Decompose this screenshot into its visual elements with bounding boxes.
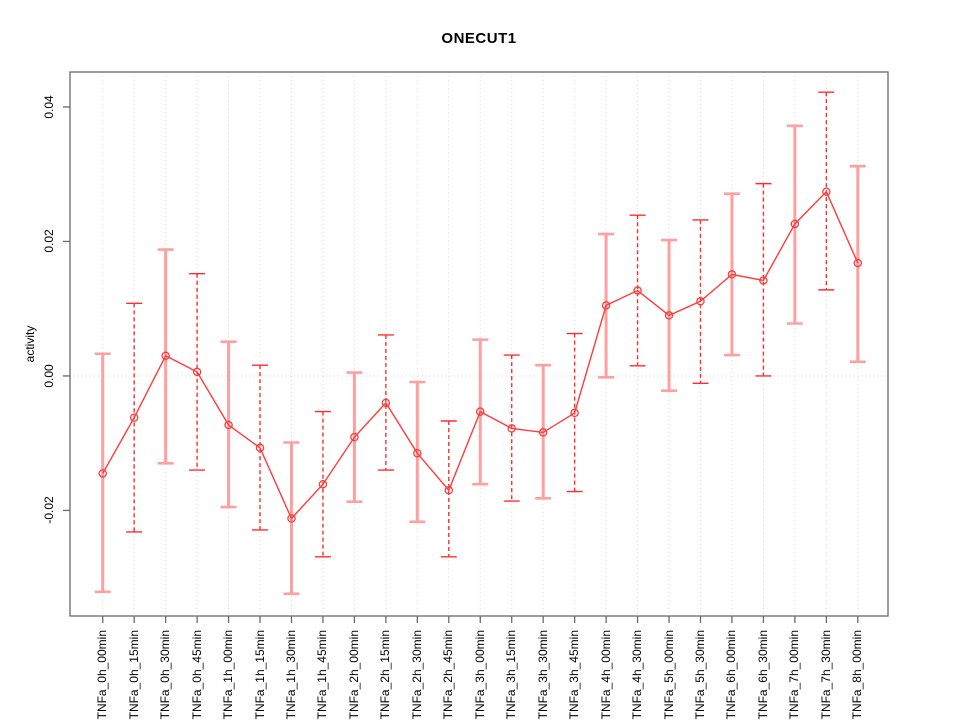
data-point [633, 286, 642, 295]
x-tick-label: TNFa_2h_15min [378, 630, 393, 720]
x-tick-label: TNFa_3h_30min [535, 630, 550, 720]
y-tick-label: -0.02 [42, 496, 56, 525]
data-point [601, 301, 611, 310]
data-point [664, 311, 674, 320]
data-point [570, 408, 579, 418]
x-tick-label: TNFa_2h_45min [441, 630, 456, 720]
x-tick-label: TNFa_6h_30min [755, 630, 770, 720]
data-point [350, 432, 359, 442]
axis-ticks [63, 106, 859, 623]
x-tick-label: TNFa_6h_00min [724, 630, 739, 720]
x-tick-label: TNFa_0h_45min [189, 630, 204, 720]
data-point [444, 486, 454, 495]
x-tick-label: TNFa_1h_45min [315, 630, 330, 720]
data-point [696, 297, 705, 306]
x-tick-label: TNFa_3h_00min [472, 630, 487, 720]
data-point [476, 407, 485, 416]
x-tick-label: TNFa_7h_30min [818, 630, 833, 720]
data-point [790, 219, 800, 229]
y-tick-label: 0.02 [42, 229, 56, 254]
x-tick-label: TNFa_1h_15min [252, 630, 267, 720]
x-tick-label: TNFa_7h_00min [787, 630, 802, 720]
data-point [98, 469, 107, 478]
x-tick-label: TNFa_3h_15min [504, 630, 519, 720]
x-tick-label: TNFa_1h_30min [283, 630, 298, 720]
data-points [98, 187, 863, 523]
data-point [287, 514, 296, 523]
y-tick-label: 0.00 [42, 364, 56, 388]
error-bars [94, 91, 866, 596]
data-point [381, 398, 391, 408]
data-point [507, 424, 516, 433]
x-tick-label: TNFa_3h_45min [567, 630, 582, 720]
x-tick-label: TNFa_1h_00min [221, 630, 236, 720]
x-tick-label: TNFa_5h_30min [692, 630, 707, 720]
x-tick-label: TNFa_4h_00min [598, 630, 613, 720]
data-point [822, 187, 831, 196]
x-tick-label: TNFa_0h_15min [126, 630, 141, 720]
x-tick-label: TNFa_5h_00min [661, 630, 676, 720]
data-point [192, 367, 202, 377]
data-point [129, 413, 139, 422]
x-tick-label: TNFa_2h_30min [409, 630, 424, 720]
data-point [161, 351, 170, 361]
x-tick-label: TNFa_8h_00min [850, 630, 865, 720]
chart-title: ONECUT1 [441, 30, 517, 47]
data-point [318, 479, 328, 489]
data-point [224, 420, 233, 430]
data-point [255, 443, 265, 453]
x-tick-label: TNFa_4h_30min [630, 630, 645, 720]
data-line [102, 190, 859, 520]
x-tick-label: TNFa_0h_30min [158, 630, 173, 720]
x-tick-label: TNFa_2h_00min [346, 630, 361, 720]
data-point [853, 258, 863, 268]
plot-box [69, 71, 889, 617]
x-tick-label: TNFa_0h_00min [95, 630, 110, 720]
data-point [538, 428, 548, 437]
y-tick-label: 0.04 [42, 95, 56, 119]
data-point [759, 276, 768, 285]
data-point [727, 270, 737, 279]
data-point [413, 449, 422, 458]
